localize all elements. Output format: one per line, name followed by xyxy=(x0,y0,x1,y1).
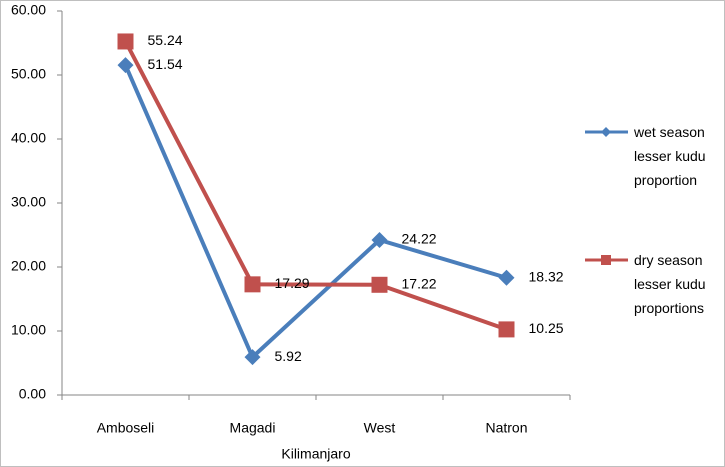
data-label: 55.24 xyxy=(148,32,183,48)
point xyxy=(117,57,134,74)
data-label: 24.22 xyxy=(402,231,437,247)
y-tick-label: 0.00 xyxy=(19,386,46,402)
data-label: 10.25 xyxy=(529,320,564,336)
point xyxy=(244,349,261,366)
y-tick-label: 40.00 xyxy=(11,130,46,146)
y-tick-label: 50.00 xyxy=(11,66,46,82)
x-tick-label: Amboseli xyxy=(97,420,155,436)
data-label: 17.29 xyxy=(275,275,310,291)
y-tick-label: 30.00 xyxy=(11,194,46,210)
point xyxy=(371,231,388,248)
x-axis-title: Kilimanjaro xyxy=(281,446,350,462)
point xyxy=(371,276,388,293)
point xyxy=(244,276,261,293)
point xyxy=(601,127,611,137)
x-tick-label: Magadi xyxy=(230,420,276,436)
series-line xyxy=(123,64,508,361)
x-tick-label: West xyxy=(364,420,396,436)
y-tick-label: 20.00 xyxy=(11,258,46,274)
data-label: 18.32 xyxy=(529,268,564,284)
y-tick-label: 60.00 xyxy=(11,2,46,18)
legend-label: wet season lesser kudu proportion xyxy=(634,124,706,188)
series-line xyxy=(123,40,508,332)
point xyxy=(601,255,611,265)
x-tick-label: Natron xyxy=(485,420,527,436)
point xyxy=(498,269,515,286)
data-label: 5.92 xyxy=(275,348,302,364)
data-label: 51.54 xyxy=(148,56,183,72)
point xyxy=(117,33,134,50)
data-label: 17.22 xyxy=(402,275,437,291)
y-tick-label: 10.00 xyxy=(11,322,46,338)
point xyxy=(498,321,515,338)
legend-label: dry season lesser kudu proportions xyxy=(634,252,706,316)
